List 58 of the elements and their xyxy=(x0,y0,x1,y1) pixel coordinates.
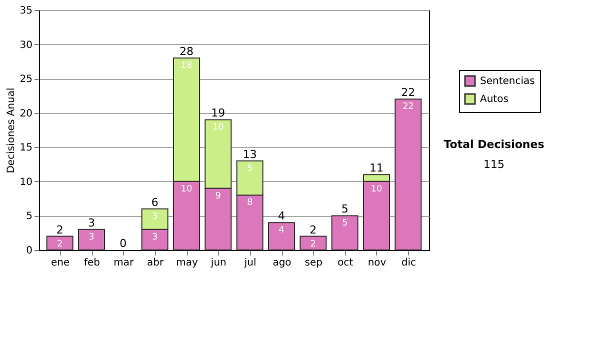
y-tick-label: 30 xyxy=(20,40,32,51)
bar xyxy=(268,222,295,250)
legend-label: Sentencias xyxy=(480,76,535,87)
data-label: 10 xyxy=(180,184,192,194)
total-label: 11 xyxy=(370,162,384,175)
y-tick-label: 0 xyxy=(26,246,32,256)
bar xyxy=(46,236,74,250)
total-label: 19 xyxy=(211,106,226,120)
data-label: 5 xyxy=(342,218,348,229)
total-label: 28 xyxy=(180,45,194,58)
data-label: 4 xyxy=(278,226,285,236)
data-label: 22 xyxy=(402,102,414,112)
data-label: 3 xyxy=(152,232,158,242)
data-label: 2 xyxy=(56,239,63,250)
total-label: 2 xyxy=(56,223,64,236)
data-label: 18 xyxy=(180,61,192,71)
x-tick-label: may xyxy=(176,258,198,268)
bar xyxy=(300,236,327,250)
y-tick-label: 15 xyxy=(20,142,32,154)
total-label: 4 xyxy=(278,210,285,223)
x-tick-label: jun xyxy=(210,258,226,268)
total-label: 5 xyxy=(341,202,348,216)
bar xyxy=(331,215,358,250)
x-tick-label: mar xyxy=(114,258,135,268)
data-label: 9 xyxy=(215,191,222,202)
x-tick-label: ene xyxy=(51,258,70,268)
data-label: 10 xyxy=(370,184,382,194)
y-tick-label: 25 xyxy=(20,74,32,86)
y-tick-label: 35 xyxy=(20,6,32,16)
legend-label: Autos xyxy=(480,94,508,105)
total-label: 22 xyxy=(401,86,416,100)
x-tick-label: feb xyxy=(84,258,100,268)
data-label: 10 xyxy=(212,122,224,133)
text: 115 xyxy=(484,158,504,171)
x-tick-label: oct xyxy=(338,258,354,268)
x-tick-label: nov xyxy=(368,258,386,268)
total-label: 13 xyxy=(242,148,257,161)
y-tick-label: 5 xyxy=(26,211,32,222)
bar xyxy=(78,228,105,250)
total-label: 6 xyxy=(151,196,158,209)
total-label: 3 xyxy=(88,216,95,230)
total-label: 0 xyxy=(120,237,127,250)
data-label: 3 xyxy=(152,212,158,222)
data-label: 8 xyxy=(246,198,253,208)
y-tick-label: 20 xyxy=(20,108,32,120)
x-tick-label: dic xyxy=(401,258,416,268)
data-label: 5 xyxy=(246,164,253,174)
data-label: 2 xyxy=(310,239,316,250)
y-tick-label: 10 xyxy=(20,176,32,188)
x-tick-label: abr xyxy=(147,258,165,268)
y-axis-title: Decisiones Anual xyxy=(6,88,17,174)
data-label: 3 xyxy=(88,232,94,242)
bar xyxy=(394,98,422,250)
x-tick-label: ago xyxy=(272,258,292,268)
x-tick-label: sep xyxy=(304,258,323,268)
x-tick-label: jul xyxy=(243,258,256,268)
total-label: 2 xyxy=(310,223,317,236)
text: Total Decisiones xyxy=(444,138,545,151)
